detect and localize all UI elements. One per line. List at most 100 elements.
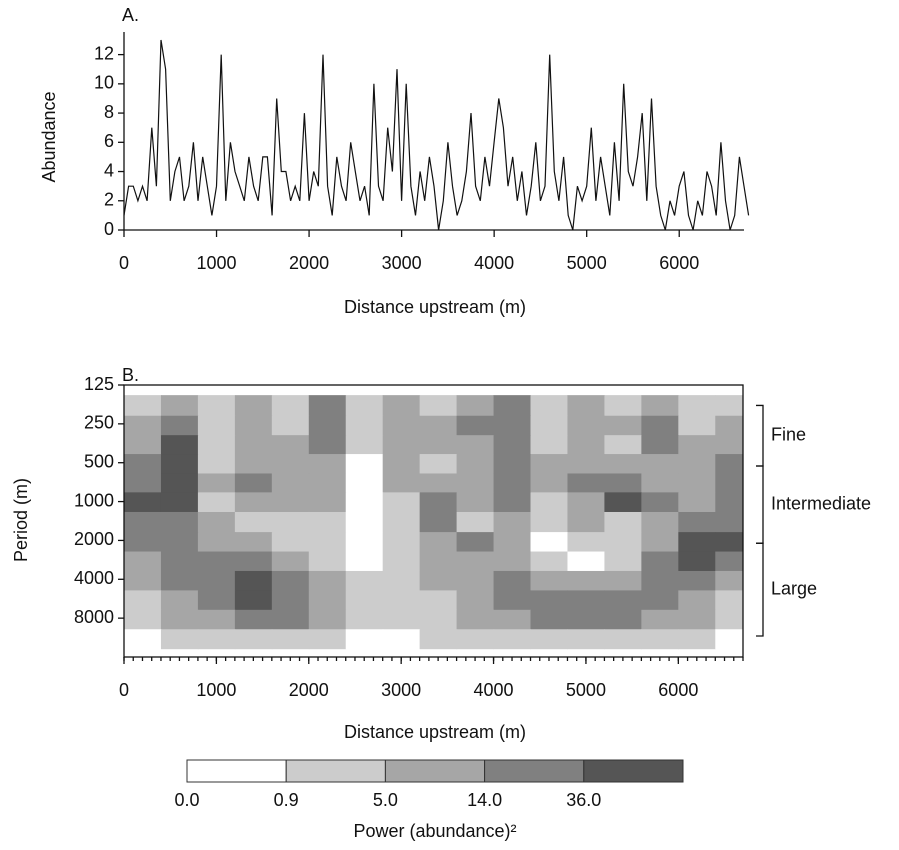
contour-cell: [234, 511, 273, 533]
y-tick-label: 12: [94, 43, 114, 63]
contour-cell: [456, 609, 495, 630]
contour-cell: [382, 570, 421, 591]
contour-cell: [456, 511, 495, 533]
contour-plot: [124, 395, 743, 650]
contour-cell: [271, 473, 310, 493]
contour-cell: [456, 532, 495, 553]
contour-cell: [604, 590, 642, 611]
contour-cell: [124, 629, 162, 650]
contour-cell: [456, 492, 495, 513]
contour-cell: [678, 511, 716, 533]
contour-cell: [234, 570, 273, 591]
contour-cell: [456, 435, 495, 455]
colorbar-swatch: [484, 759, 585, 783]
contour-cell: [382, 590, 421, 611]
contour-cell: [530, 492, 568, 513]
colorbar-tick-label: 0.9: [274, 790, 299, 810]
contour-cell: [308, 473, 347, 493]
contour-cell: [567, 473, 605, 493]
contour-cell: [160, 629, 199, 650]
contour-cell: [641, 395, 679, 417]
contour-cell: [715, 532, 743, 553]
contour-cell: [419, 570, 458, 591]
contour-cell: [124, 511, 162, 533]
contour-cell: [124, 570, 162, 591]
contour-cell: [604, 570, 642, 591]
contour-cell: [456, 415, 495, 436]
contour-cell: [493, 395, 532, 417]
contour-cell: [271, 492, 310, 513]
contour-cell: [641, 492, 679, 513]
contour-cell: [124, 454, 162, 474]
y-tick-label: 0: [104, 219, 114, 239]
contour-cell: [234, 415, 273, 436]
contour-cell: [382, 415, 421, 436]
contour-cell: [419, 395, 458, 417]
contour-cell: [715, 511, 743, 533]
band-label: Fine: [771, 424, 806, 444]
contour-cell: [308, 609, 347, 630]
contour-cell: [678, 395, 716, 417]
contour-cell: [345, 551, 384, 572]
y-tick-label: 4000: [74, 568, 114, 588]
plot-frame: [123, 384, 744, 658]
colorbar-tick-label: 14.0: [467, 790, 502, 810]
contour-cell: [234, 395, 273, 417]
contour-cell: [197, 570, 236, 591]
contour-cell: [641, 473, 679, 493]
contour-cell: [456, 629, 495, 650]
contour-cell: [530, 415, 568, 436]
contour-cell: [271, 570, 310, 591]
contour-cell: [308, 454, 347, 474]
contour-cell: [493, 590, 532, 611]
contour-cell: [124, 590, 162, 611]
contour-cell: [567, 570, 605, 591]
contour-cell: [124, 609, 162, 630]
contour-cell: [124, 473, 162, 493]
contour-cell: [160, 473, 199, 493]
contour-cell: [124, 415, 162, 436]
contour-cell: [567, 415, 605, 436]
contour-cell: [715, 435, 743, 455]
contour-cell: [345, 473, 384, 493]
contour-cell: [197, 532, 236, 553]
contour-cell: [124, 435, 162, 455]
x-tick-label: 1000: [197, 253, 237, 273]
contour-cell: [160, 570, 199, 591]
contour-cell: [678, 492, 716, 513]
x-tick-label: 5000: [566, 680, 606, 700]
band-label: Large: [771, 578, 817, 598]
y-tick-label: 10: [94, 73, 114, 93]
contour-cell: [715, 629, 743, 650]
contour-cell: [382, 435, 421, 455]
contour-cell: [382, 492, 421, 513]
y-tick-label: 500: [84, 451, 114, 471]
contour-cell: [493, 609, 532, 630]
colorbar-tick-label: 36.0: [566, 790, 601, 810]
contour-cell: [567, 492, 605, 513]
contour-cell: [382, 629, 421, 650]
contour-cell: [715, 473, 743, 493]
contour-cell: [715, 551, 743, 572]
contour-cell: [456, 590, 495, 611]
contour-cell: [234, 435, 273, 455]
contour-cell: [419, 473, 458, 493]
x-tick-label: 0: [119, 680, 129, 700]
band-bracket: [756, 542, 764, 637]
contour-cell: [678, 590, 716, 611]
contour-cell: [419, 511, 458, 533]
contour-cell: [456, 395, 495, 417]
contour-cell: [604, 609, 642, 630]
contour-cell: [160, 395, 199, 417]
y-tick-label: 6: [104, 131, 114, 151]
contour-cell: [124, 492, 162, 513]
contour-cell: [160, 551, 199, 572]
colorbar-label: Power (abundance)²: [353, 821, 516, 841]
x-tick-label: 3000: [382, 253, 422, 273]
contour-cell: [197, 492, 236, 513]
y-axis-label: Period (m): [11, 478, 31, 562]
band-bracket: [756, 465, 764, 544]
contour-cell: [678, 415, 716, 436]
x-axis-label: Distance upstream (m): [344, 297, 526, 317]
contour-cell: [160, 609, 199, 630]
